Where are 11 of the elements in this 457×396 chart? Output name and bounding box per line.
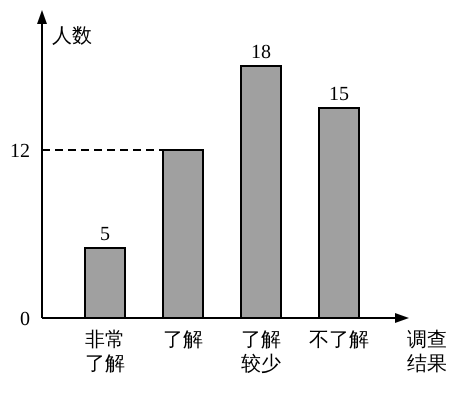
x-tick-label: 了解较少	[241, 327, 281, 375]
data-label: 5	[100, 223, 110, 245]
y-axis-title: 人数	[52, 23, 92, 47]
y-tick-label: 12	[10, 140, 30, 162]
data-label: 15	[329, 83, 349, 105]
x-tick-label: 非常了解	[85, 327, 125, 375]
data-label: 18	[251, 41, 271, 63]
y-tick-label: 0	[20, 308, 30, 330]
x-tick-label: 了解	[163, 327, 203, 351]
x-tick-label: 不了解	[309, 327, 369, 351]
x-axis-title: 调查结果	[407, 327, 447, 375]
